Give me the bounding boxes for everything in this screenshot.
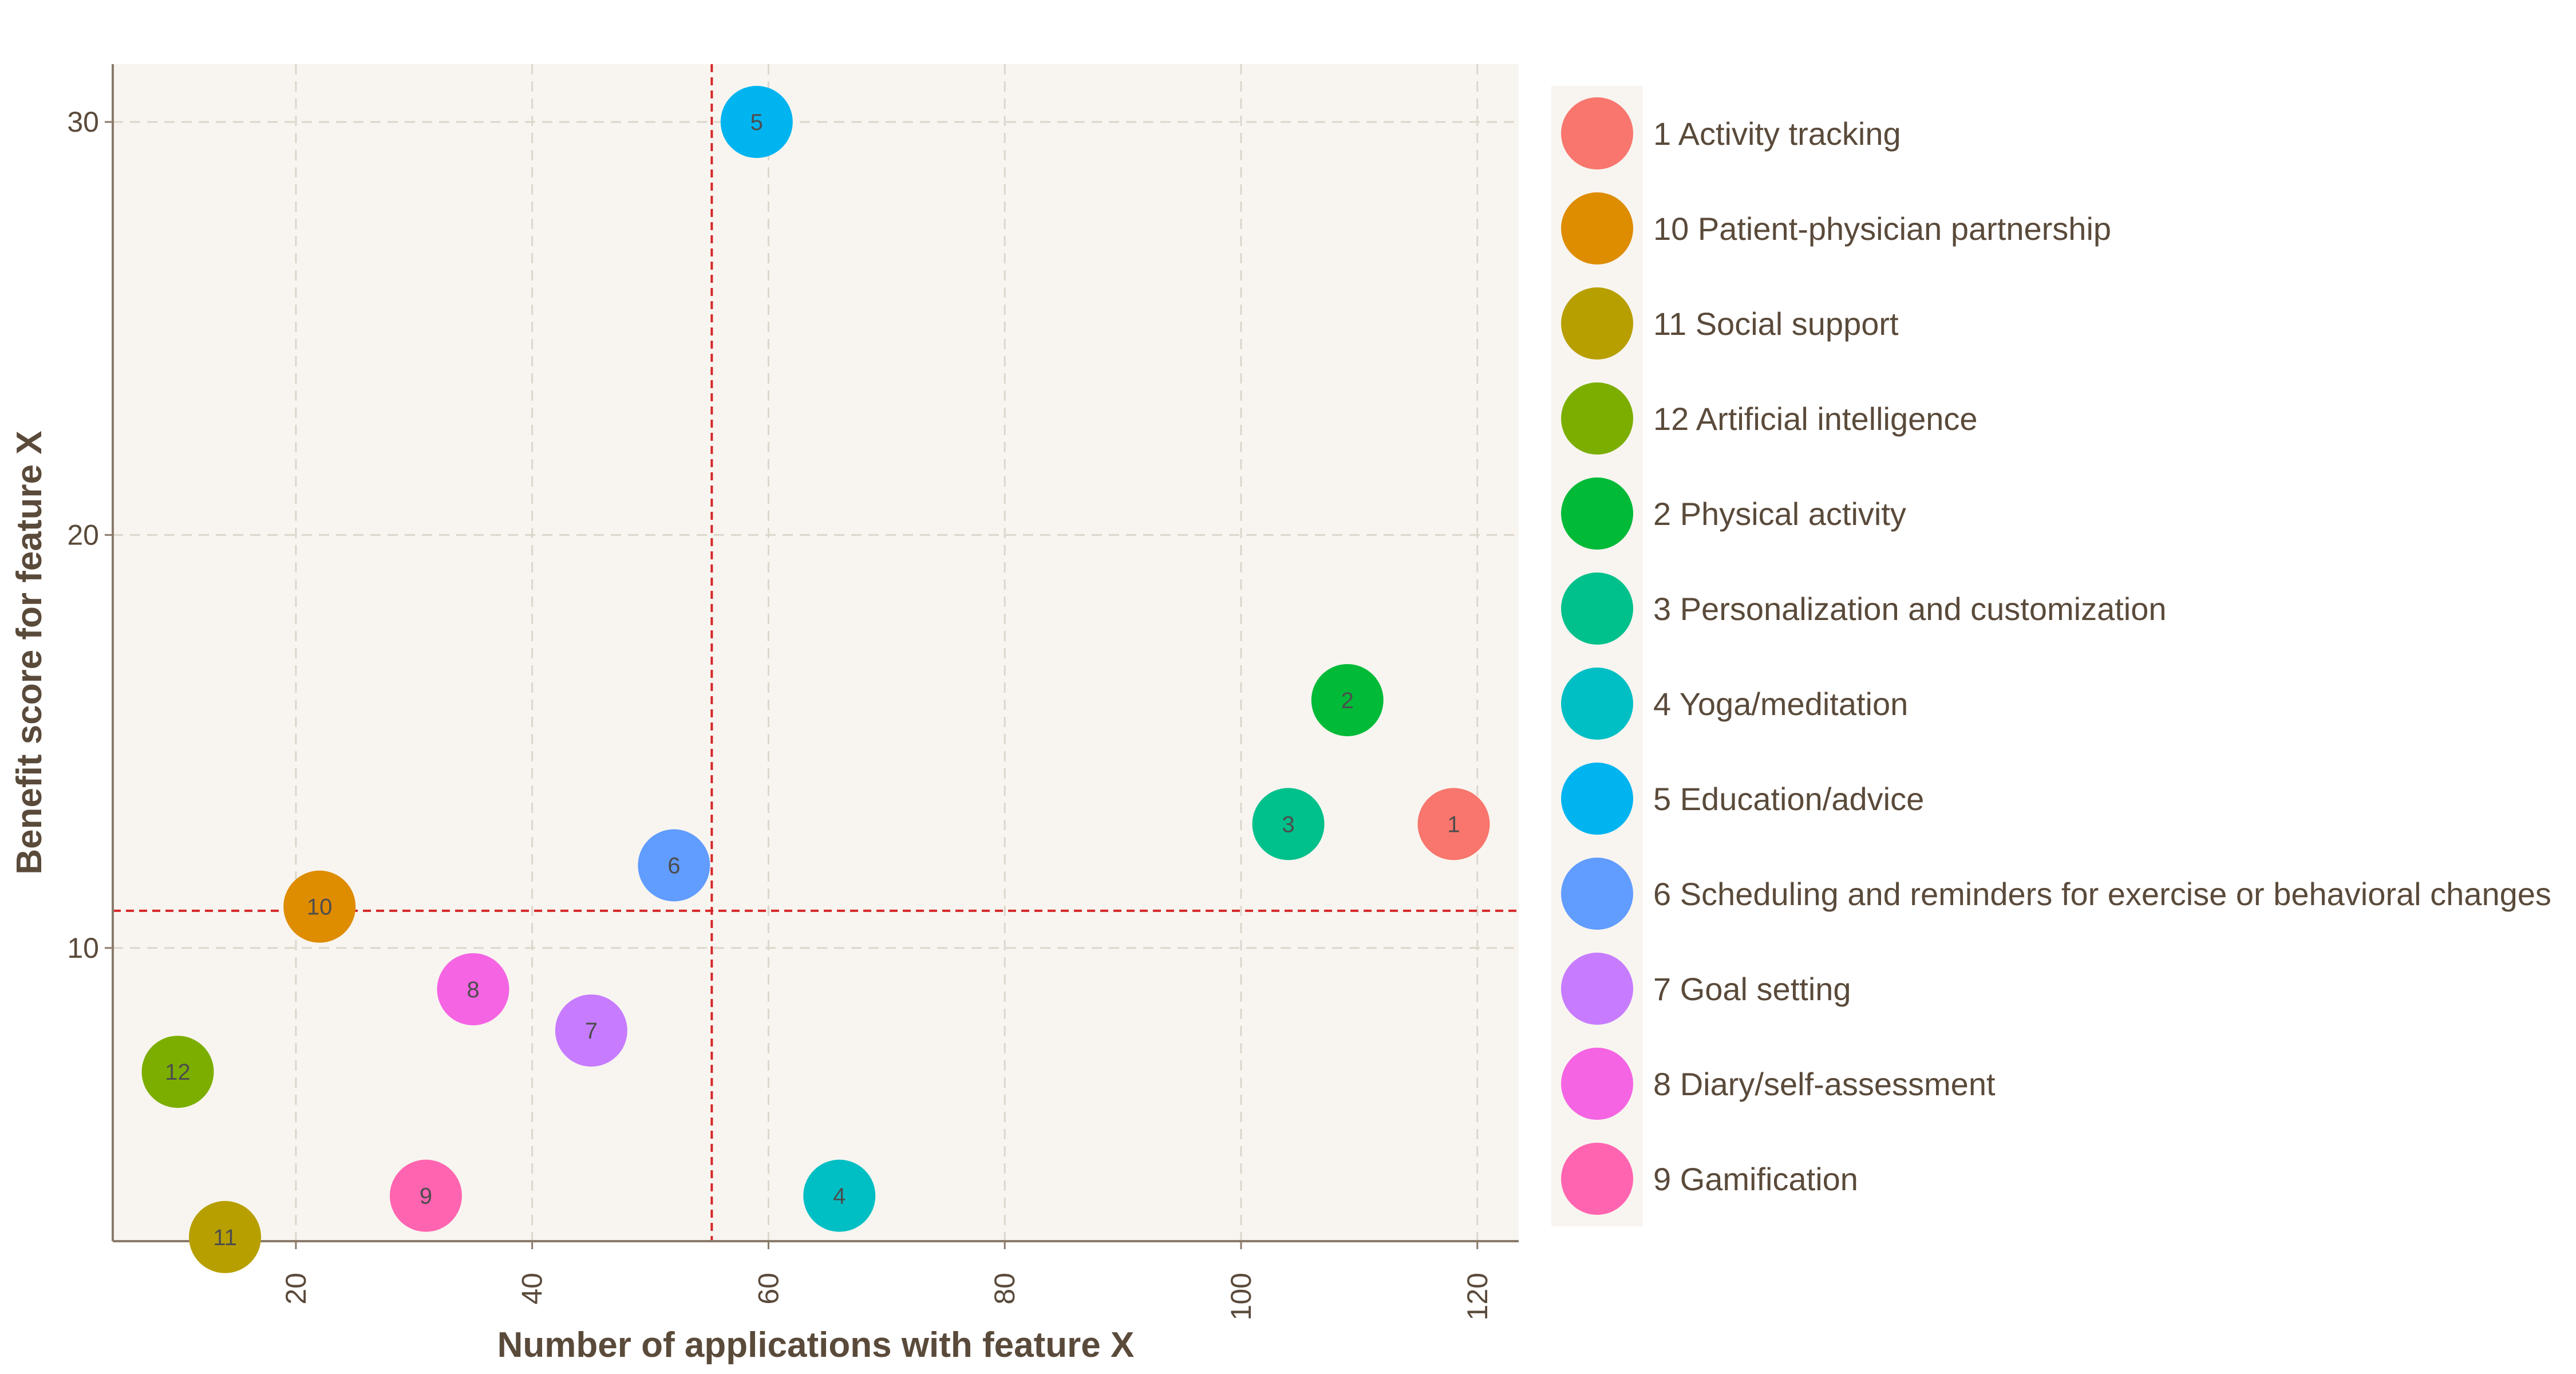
data-point-marker bbox=[638, 829, 710, 902]
data-point-7: 7 bbox=[555, 994, 627, 1067]
data-point-6: 6 bbox=[638, 829, 710, 902]
x-tick-label: 80 bbox=[989, 1273, 1021, 1305]
legend-label: 11 Social support bbox=[1653, 306, 1899, 342]
data-point-4: 4 bbox=[803, 1159, 876, 1232]
legend-label: 4 Yoga/meditation bbox=[1653, 686, 1908, 722]
data-point-marker bbox=[189, 1201, 262, 1273]
y-axis-title: Benefit score for feature X bbox=[10, 431, 49, 874]
legend-marker bbox=[1561, 763, 1633, 835]
legend-marker bbox=[1561, 1048, 1633, 1120]
legend-label: 7 Goal setting bbox=[1653, 971, 1851, 1007]
data-point-label: 11 bbox=[213, 1225, 237, 1250]
data-point-marker bbox=[1417, 788, 1490, 860]
data-point-5: 5 bbox=[720, 85, 793, 158]
data-point-1: 1 bbox=[1417, 788, 1490, 860]
data-point-label: 4 bbox=[833, 1184, 846, 1209]
legend-label: 2 Physical activity bbox=[1653, 496, 1906, 532]
legend-label: 10 Patient-physician partnership bbox=[1653, 211, 2111, 247]
data-point-marker bbox=[141, 1036, 214, 1108]
data-point-label: 3 bbox=[1282, 812, 1294, 837]
data-point-label: 10 bbox=[307, 895, 333, 920]
x-tick-label: 20 bbox=[280, 1273, 312, 1305]
data-point-12: 12 bbox=[141, 1036, 214, 1108]
data-point-9: 9 bbox=[389, 1159, 462, 1232]
data-point-label: 12 bbox=[165, 1060, 191, 1085]
data-point-11: 11 bbox=[189, 1201, 262, 1273]
legend-item: 11 Social support bbox=[1561, 287, 1899, 360]
legend-item: 10 Patient-physician partnership bbox=[1561, 192, 2111, 264]
legend-item: 6 Scheduling and reminders for exercise … bbox=[1561, 858, 2551, 930]
reference-lines bbox=[113, 64, 1519, 1241]
legend-key-background bbox=[1551, 86, 1643, 1226]
legend-label: 9 Gamification bbox=[1653, 1161, 1858, 1197]
x-tick-label: 120 bbox=[1461, 1273, 1494, 1320]
legend-item: 3 Personalization and customization bbox=[1561, 572, 2167, 645]
data-point-3: 3 bbox=[1252, 788, 1325, 860]
legend-marker bbox=[1561, 572, 1633, 645]
legend-item: 8 Diary/self-assessment bbox=[1561, 1048, 1996, 1120]
legend-label: 1 Activity tracking bbox=[1653, 116, 1901, 152]
y-tick-label: 20 bbox=[67, 519, 99, 551]
legend-item: 7 Goal setting bbox=[1561, 953, 1851, 1025]
legend-marker bbox=[1561, 97, 1633, 169]
legend-label: 12 Artificial intelligence bbox=[1653, 401, 1978, 437]
data-point-marker bbox=[803, 1159, 876, 1232]
y-tick-label: 10 bbox=[67, 932, 99, 964]
data-point-label: 7 bbox=[585, 1018, 598, 1044]
data-point-8: 8 bbox=[437, 953, 509, 1025]
legend-marker bbox=[1561, 858, 1633, 930]
legend-item: 12 Artificial intelligence bbox=[1561, 382, 1978, 455]
data-point-marker bbox=[389, 1159, 462, 1232]
legend-item: 4 Yoga/meditation bbox=[1561, 668, 1908, 740]
data-point-label: 2 bbox=[1341, 688, 1354, 713]
data-point-label: 8 bbox=[467, 977, 479, 1002]
y-tick-label: 30 bbox=[67, 106, 99, 138]
data-point-marker bbox=[555, 994, 627, 1067]
grid-lines bbox=[113, 64, 1519, 1241]
data-point-label: 9 bbox=[420, 1184, 432, 1209]
data-point-marker bbox=[720, 85, 793, 158]
data-point-marker bbox=[437, 953, 509, 1025]
x-axis-title: Number of applications with feature X bbox=[497, 1325, 1135, 1365]
legend-marker bbox=[1561, 953, 1633, 1025]
legend-label: 8 Diary/self-assessment bbox=[1653, 1066, 1996, 1102]
data-point-marker bbox=[1311, 664, 1384, 736]
data-point-marker bbox=[1252, 788, 1325, 860]
x-tick-label: 100 bbox=[1225, 1273, 1257, 1320]
legend-marker bbox=[1561, 382, 1633, 455]
legend-item: 1 Activity tracking bbox=[1561, 97, 1901, 169]
y-axis-ticks: 10 20 30 bbox=[67, 106, 113, 964]
x-axis-ticks: 20 40 60 80 100 120 bbox=[280, 1241, 1494, 1320]
legend-label: 6 Scheduling and reminders for exercise … bbox=[1653, 876, 2551, 912]
plot-panel bbox=[113, 64, 1519, 1241]
legend-item: 5 Education/advice bbox=[1561, 763, 1924, 835]
data-point-label: 6 bbox=[667, 854, 680, 879]
legend-marker bbox=[1561, 668, 1633, 740]
legend-item: 9 Gamification bbox=[1561, 1143, 1858, 1215]
legend-label: 5 Education/advice bbox=[1653, 781, 1924, 817]
data-point-10: 10 bbox=[283, 870, 356, 943]
legend-item: 2 Physical activity bbox=[1561, 477, 1906, 550]
legend-marker bbox=[1561, 1143, 1633, 1215]
legend-marker bbox=[1561, 477, 1633, 550]
legend-marker bbox=[1561, 287, 1633, 360]
legend-marker bbox=[1561, 192, 1633, 264]
legend-label: 3 Personalization and customization bbox=[1653, 591, 2167, 627]
data-point-2: 2 bbox=[1311, 664, 1384, 736]
x-tick-label: 60 bbox=[752, 1273, 784, 1305]
data-point-label: 1 bbox=[1447, 812, 1460, 837]
data-point-label: 5 bbox=[750, 110, 763, 135]
data-point-marker bbox=[283, 870, 356, 943]
x-tick-label: 40 bbox=[516, 1273, 548, 1305]
legend: 1 Activity tracking 10 Patient-physician … bbox=[1551, 86, 2551, 1226]
